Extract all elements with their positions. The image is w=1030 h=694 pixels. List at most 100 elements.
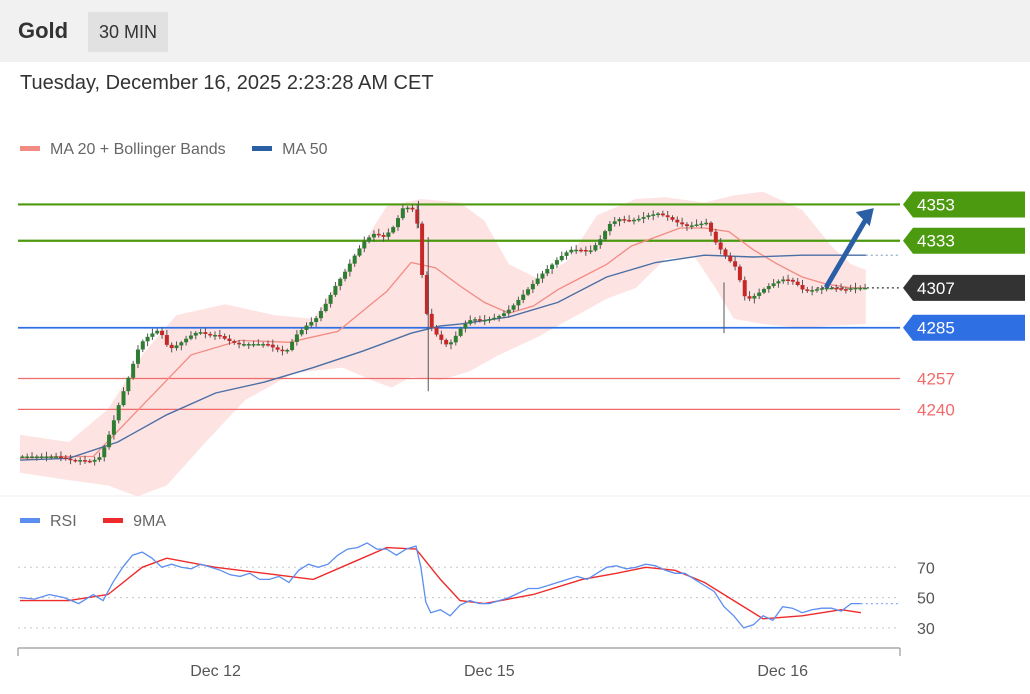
candle-body — [588, 250, 593, 252]
candle — [477, 315, 482, 323]
candle — [473, 317, 478, 325]
candle — [607, 221, 612, 236]
candle-body — [810, 290, 815, 292]
candle-body — [516, 299, 521, 306]
projection-arrow-shaft — [824, 213, 871, 289]
candle — [660, 210, 665, 217]
candle — [819, 285, 824, 295]
candle-body — [511, 305, 516, 310]
candle-body — [39, 456, 44, 458]
candle — [761, 287, 766, 295]
candle — [689, 221, 694, 230]
candle — [497, 314, 502, 322]
candle — [102, 445, 107, 462]
candle-body — [728, 255, 733, 262]
candle-body — [656, 213, 661, 216]
candle — [237, 339, 242, 349]
candle-body — [737, 266, 742, 281]
candle-body — [131, 363, 136, 378]
candle-body — [265, 344, 270, 346]
candle-body — [160, 330, 165, 336]
rsi-tick-label-30: 30 — [917, 621, 935, 638]
candle — [829, 286, 834, 290]
candle-body — [188, 335, 193, 339]
candle-body — [184, 338, 189, 343]
candle — [863, 283, 868, 290]
candle — [299, 328, 304, 337]
candle-body — [829, 287, 834, 290]
candle — [155, 328, 160, 335]
candle — [30, 452, 35, 459]
candle — [362, 236, 367, 253]
candle-body — [718, 242, 723, 250]
candle — [376, 228, 381, 238]
candle — [699, 221, 704, 229]
candle — [709, 221, 714, 237]
candle — [82, 455, 87, 464]
candle-body — [761, 289, 766, 293]
candle — [208, 331, 213, 338]
candle-body — [694, 224, 699, 226]
candle — [535, 273, 540, 286]
candle — [261, 341, 266, 348]
candle-body — [603, 231, 608, 240]
candle-body — [87, 460, 92, 463]
legend-item-9ma: 9MA — [103, 513, 166, 531]
candle-body — [140, 341, 145, 350]
candle — [646, 212, 651, 220]
candle — [246, 342, 251, 349]
candle — [107, 431, 112, 450]
candle — [270, 339, 275, 352]
candle — [612, 216, 617, 227]
candle — [631, 217, 636, 225]
timeframe-badge[interactable]: 30 MIN — [88, 12, 169, 52]
x-tick-label-Dec-12: Dec 12 — [190, 663, 241, 680]
candle — [213, 331, 218, 340]
candle-body — [607, 223, 612, 232]
candle — [737, 264, 742, 283]
candle-body — [776, 281, 781, 284]
candle — [164, 329, 169, 347]
candle-body — [246, 344, 251, 346]
candle-body — [468, 320, 473, 324]
legend-label-9ma: 9MA — [133, 513, 167, 530]
candle-body — [174, 345, 179, 349]
candle-body — [858, 287, 863, 290]
candle — [314, 315, 319, 327]
candle-body — [34, 456, 39, 458]
legend-label-ma50: MA 50 — [282, 141, 328, 158]
candle-body — [651, 214, 656, 216]
candle-body — [92, 459, 97, 462]
candle-body — [314, 318, 319, 322]
candle-body — [579, 249, 583, 252]
candle — [742, 276, 747, 301]
rsi-9ma-line — [20, 546, 862, 620]
candle — [444, 338, 449, 347]
candle-body — [458, 328, 463, 336]
candle-body — [294, 334, 299, 342]
candle-body — [328, 294, 333, 304]
candle-body — [463, 323, 468, 329]
candle — [752, 293, 757, 304]
x-tick-label-Dec-15: Dec 15 — [464, 663, 515, 680]
candle-body — [203, 332, 208, 334]
candle-body — [208, 333, 213, 336]
candle — [834, 284, 839, 292]
candle — [506, 305, 511, 318]
candle — [540, 270, 545, 283]
legend-swatch-rsi — [20, 518, 40, 524]
candle — [795, 278, 800, 287]
candle — [757, 288, 762, 300]
candle-body — [733, 261, 738, 267]
candle — [843, 286, 848, 294]
level-tag-4353 — [903, 191, 1025, 218]
candle — [116, 402, 121, 424]
candle — [651, 210, 656, 221]
candle-body — [771, 283, 776, 287]
candle-body — [20, 456, 25, 458]
candle-body — [420, 223, 425, 275]
candle-body — [73, 459, 78, 462]
candle — [371, 230, 376, 242]
candle — [458, 326, 463, 338]
